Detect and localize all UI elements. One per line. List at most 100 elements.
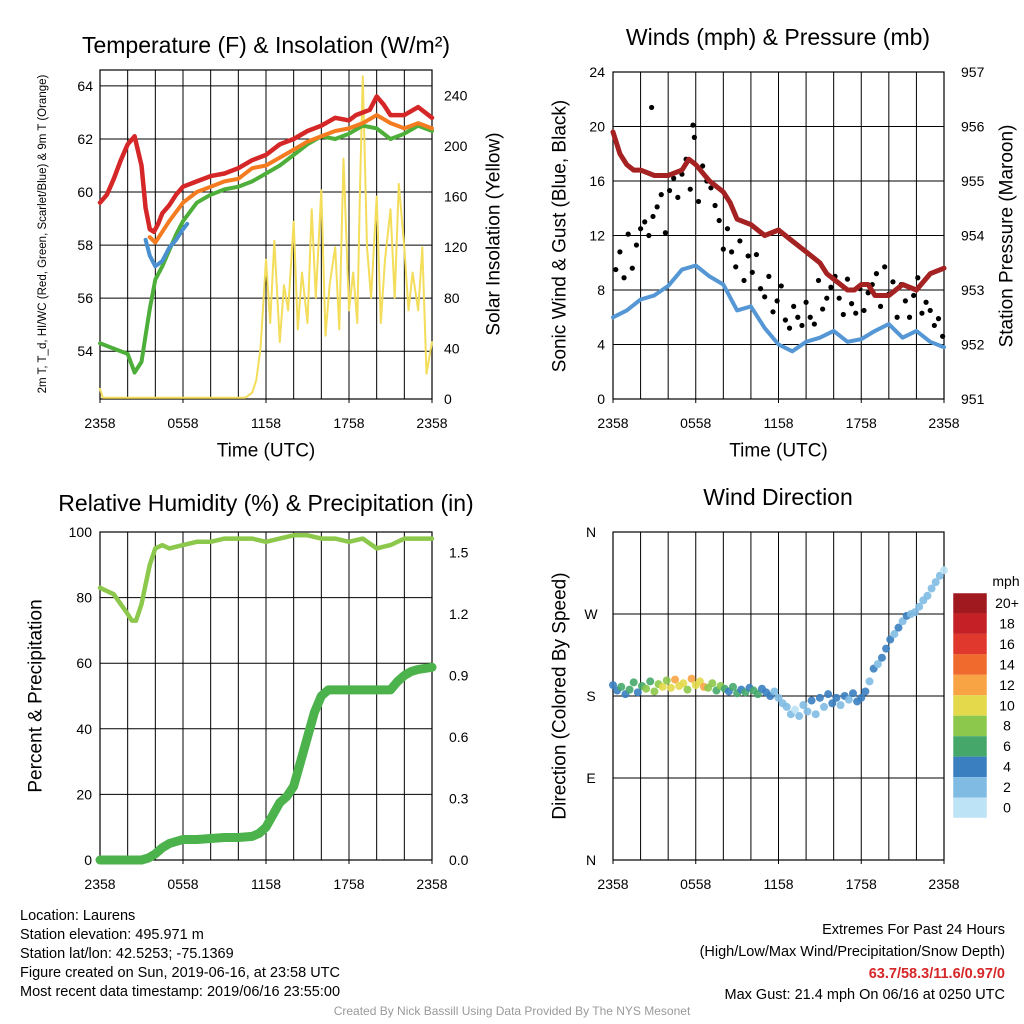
direction-point xyxy=(782,702,791,711)
heat-index-wind-chill-line xyxy=(143,221,190,269)
colorbar-swatch xyxy=(953,756,987,778)
colorbar-label: 16 xyxy=(999,636,1015,652)
pressure-line xyxy=(610,129,947,298)
gust-point xyxy=(617,249,623,255)
y-tick-label: 58 xyxy=(77,237,93,253)
y2-tick-label: 0.9 xyxy=(449,668,469,684)
gust-point xyxy=(712,202,718,209)
gust-point xyxy=(791,303,797,309)
chart-title: Winds (mph) & Pressure (mb) xyxy=(626,24,930,50)
gust-point xyxy=(700,163,706,169)
direction-point xyxy=(679,679,688,688)
gust-point xyxy=(782,317,788,323)
gust-point xyxy=(621,275,627,281)
y-tick-label: 20 xyxy=(589,119,605,135)
gust-point xyxy=(691,134,697,140)
colorbar-title: mph xyxy=(992,573,1019,589)
direction-point xyxy=(865,677,874,686)
y2-tick-label: 954 xyxy=(961,228,985,244)
y-tick-label: 64 xyxy=(77,78,93,94)
direction-point xyxy=(836,701,845,710)
y-tick-label: 54 xyxy=(77,343,93,359)
y2-axis-title: Station Pressure (Maroon) xyxy=(997,125,1018,348)
gust-point xyxy=(666,187,673,194)
gust-point xyxy=(729,249,735,255)
y-axis-title: Direction (Colored By Speed) xyxy=(550,572,571,819)
gust-point xyxy=(745,253,751,259)
x-tick-label: 0558 xyxy=(167,876,198,892)
gust-point xyxy=(873,271,880,277)
x-tick-label: 2358 xyxy=(928,415,959,431)
gust-point xyxy=(671,175,677,181)
direction-point xyxy=(915,602,924,611)
gust-point xyxy=(749,269,755,275)
y2-tick-label: 1.2 xyxy=(449,606,469,622)
y-tick-label: 60 xyxy=(77,184,93,200)
gust-point xyxy=(654,204,660,210)
colorbar-label: 0 xyxy=(1003,800,1011,816)
direction-point xyxy=(807,696,816,705)
insolation-line xyxy=(99,75,433,399)
gust-point xyxy=(708,185,714,191)
colorbar-swatch xyxy=(953,593,987,614)
colorbar-swatch xyxy=(953,736,987,757)
gust-point xyxy=(890,279,896,285)
direction-point xyxy=(857,693,866,702)
x-tick-label: 2358 xyxy=(597,415,628,431)
extremes-title: Extremes For Past 24 Hours xyxy=(822,922,1005,938)
y-tick-label: E xyxy=(586,770,595,786)
recent-data-timestamp: Most recent data timestamp: 2019/06/16 2… xyxy=(20,984,341,1000)
x-tick-label: 1158 xyxy=(763,415,793,431)
gust-point xyxy=(625,231,631,237)
gust-point xyxy=(687,186,693,192)
gust-point xyxy=(720,246,726,252)
direction-point xyxy=(695,677,704,686)
gust-point xyxy=(853,310,859,316)
gust-point xyxy=(770,309,776,315)
y-tick-label: 12 xyxy=(589,228,605,244)
direction-point xyxy=(927,584,936,593)
direction-point xyxy=(911,608,920,617)
gust-point xyxy=(911,292,917,299)
gust-point xyxy=(766,273,772,279)
relative-humidity-line xyxy=(97,533,435,623)
x-tick-label: 1758 xyxy=(846,876,877,892)
x-tick-label: 1158 xyxy=(251,415,281,431)
nine-m-temperature-line xyxy=(147,113,434,245)
gust-point xyxy=(815,277,822,284)
x-tick-label: 2358 xyxy=(84,876,115,892)
direction-point xyxy=(890,630,899,639)
direction-point xyxy=(815,693,824,702)
gust-point xyxy=(741,277,747,284)
direction-point xyxy=(811,710,820,719)
direction-point xyxy=(666,683,675,692)
direction-point xyxy=(617,682,626,691)
y2-axis-title: Solar Insolation (Yellow) xyxy=(484,132,505,335)
colorbar-frame xyxy=(952,592,988,819)
gust-point xyxy=(923,299,929,305)
y2-tick-label: 160 xyxy=(444,189,468,205)
y-tick-label: 4 xyxy=(597,337,605,353)
chart-title: Temperature (F) & Insolation (W/m²) xyxy=(82,32,450,58)
gust-point xyxy=(840,311,846,318)
gust-point xyxy=(642,219,648,225)
x-tick-label: 0558 xyxy=(680,415,711,431)
x-tick-label: 0558 xyxy=(680,876,711,892)
direction-point xyxy=(931,578,940,587)
gust-point xyxy=(662,230,669,236)
y2-tick-label: 0.3 xyxy=(449,791,469,807)
y2-tick-label: 952 xyxy=(961,337,985,353)
colorbar-label: 12 xyxy=(999,677,1015,693)
x-tick-label: 2358 xyxy=(928,876,959,892)
direction-point xyxy=(646,677,655,686)
direction-point xyxy=(708,679,717,688)
chart-title: Wind Direction xyxy=(703,484,853,510)
y-tick-label: 24 xyxy=(589,64,605,80)
direction-point xyxy=(795,712,804,721)
extremes-subtitle: (High/Low/Max Wind/Precipitation/Snow De… xyxy=(699,944,1005,960)
x-tick-label: 1758 xyxy=(846,415,877,431)
direction-point xyxy=(886,635,895,644)
x-axis-title: Time (UTC) xyxy=(729,441,828,462)
gust-point xyxy=(649,104,655,111)
